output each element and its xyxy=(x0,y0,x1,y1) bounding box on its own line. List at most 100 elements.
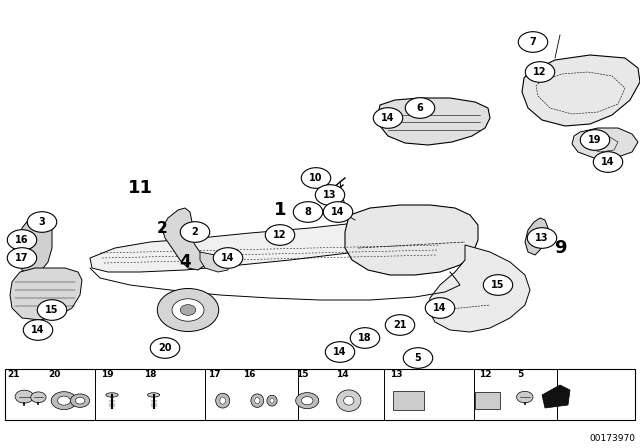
Circle shape xyxy=(213,248,243,268)
Text: 5: 5 xyxy=(415,353,421,363)
FancyBboxPatch shape xyxy=(475,392,500,409)
Text: 12: 12 xyxy=(533,67,547,77)
Polygon shape xyxy=(90,215,462,272)
Polygon shape xyxy=(525,218,548,255)
Circle shape xyxy=(23,320,52,340)
Text: 1: 1 xyxy=(274,201,286,219)
Circle shape xyxy=(28,212,57,233)
Circle shape xyxy=(483,275,513,295)
Text: 14: 14 xyxy=(221,253,235,263)
FancyBboxPatch shape xyxy=(393,391,424,410)
Circle shape xyxy=(580,130,610,150)
Circle shape xyxy=(172,299,204,321)
Text: 13: 13 xyxy=(390,370,403,379)
Text: 14: 14 xyxy=(601,157,615,167)
Polygon shape xyxy=(162,208,205,270)
Polygon shape xyxy=(378,98,490,145)
Circle shape xyxy=(157,289,219,332)
Text: 7: 7 xyxy=(530,37,536,47)
Circle shape xyxy=(150,338,180,358)
Ellipse shape xyxy=(344,396,354,405)
Circle shape xyxy=(301,396,313,405)
Circle shape xyxy=(527,228,557,248)
Ellipse shape xyxy=(267,395,277,406)
Text: 20: 20 xyxy=(48,370,60,379)
Circle shape xyxy=(7,248,36,268)
Ellipse shape xyxy=(255,397,260,404)
Circle shape xyxy=(525,62,555,82)
Text: 18: 18 xyxy=(358,333,372,343)
Circle shape xyxy=(323,202,353,222)
Circle shape xyxy=(316,185,345,205)
Text: 14: 14 xyxy=(332,207,345,217)
Text: 14: 14 xyxy=(31,325,45,335)
Text: 14: 14 xyxy=(333,347,347,357)
Text: 17: 17 xyxy=(15,253,29,263)
Text: 5: 5 xyxy=(517,370,524,379)
Text: 14: 14 xyxy=(336,370,349,379)
Text: 10: 10 xyxy=(309,173,323,183)
Polygon shape xyxy=(10,268,82,320)
Polygon shape xyxy=(345,205,478,275)
Text: 21: 21 xyxy=(393,320,407,330)
Circle shape xyxy=(373,108,403,128)
Text: 16: 16 xyxy=(243,370,256,379)
Polygon shape xyxy=(200,252,228,272)
Polygon shape xyxy=(18,215,52,275)
Ellipse shape xyxy=(251,394,264,407)
Text: 3: 3 xyxy=(38,217,45,227)
Ellipse shape xyxy=(337,390,361,411)
Text: 15: 15 xyxy=(45,305,59,315)
Circle shape xyxy=(31,392,46,403)
Ellipse shape xyxy=(270,398,274,403)
Circle shape xyxy=(293,202,323,222)
Polygon shape xyxy=(542,385,570,408)
Text: 8: 8 xyxy=(305,207,312,217)
Circle shape xyxy=(296,392,319,409)
Circle shape xyxy=(518,32,548,52)
Circle shape xyxy=(425,297,455,318)
Circle shape xyxy=(325,342,355,362)
Circle shape xyxy=(593,152,623,172)
Circle shape xyxy=(301,168,331,188)
Circle shape xyxy=(403,348,433,368)
Polygon shape xyxy=(428,245,530,332)
Circle shape xyxy=(405,98,435,118)
Circle shape xyxy=(58,396,70,405)
Text: 14: 14 xyxy=(381,113,395,123)
Circle shape xyxy=(180,222,210,242)
Ellipse shape xyxy=(147,393,160,397)
Text: 16: 16 xyxy=(15,235,29,245)
Text: 14: 14 xyxy=(433,303,447,313)
Circle shape xyxy=(350,327,380,348)
Text: 11: 11 xyxy=(127,179,152,197)
Text: 6: 6 xyxy=(417,103,424,113)
Bar xyxy=(5,369,635,420)
Text: 19: 19 xyxy=(588,135,602,145)
Text: 12: 12 xyxy=(479,370,492,379)
Circle shape xyxy=(7,230,36,250)
Text: 15: 15 xyxy=(492,280,505,290)
Text: 18: 18 xyxy=(144,370,157,379)
Ellipse shape xyxy=(220,397,225,404)
Polygon shape xyxy=(522,55,640,126)
Circle shape xyxy=(70,394,90,407)
Ellipse shape xyxy=(216,393,230,408)
Text: 17: 17 xyxy=(208,370,221,379)
Ellipse shape xyxy=(106,393,118,397)
Circle shape xyxy=(385,314,415,335)
Text: 13: 13 xyxy=(323,190,337,200)
Circle shape xyxy=(37,300,67,320)
Circle shape xyxy=(51,392,77,409)
Circle shape xyxy=(516,392,533,403)
Text: 20: 20 xyxy=(158,343,172,353)
Text: 13: 13 xyxy=(535,233,548,243)
Text: 4: 4 xyxy=(179,253,191,271)
Polygon shape xyxy=(572,128,638,158)
Text: 00173970: 00173970 xyxy=(589,434,635,443)
Text: 9: 9 xyxy=(554,239,566,257)
Circle shape xyxy=(76,397,85,404)
Text: 19: 19 xyxy=(101,370,114,379)
Text: 12: 12 xyxy=(273,230,287,240)
Text: 15: 15 xyxy=(296,370,308,379)
